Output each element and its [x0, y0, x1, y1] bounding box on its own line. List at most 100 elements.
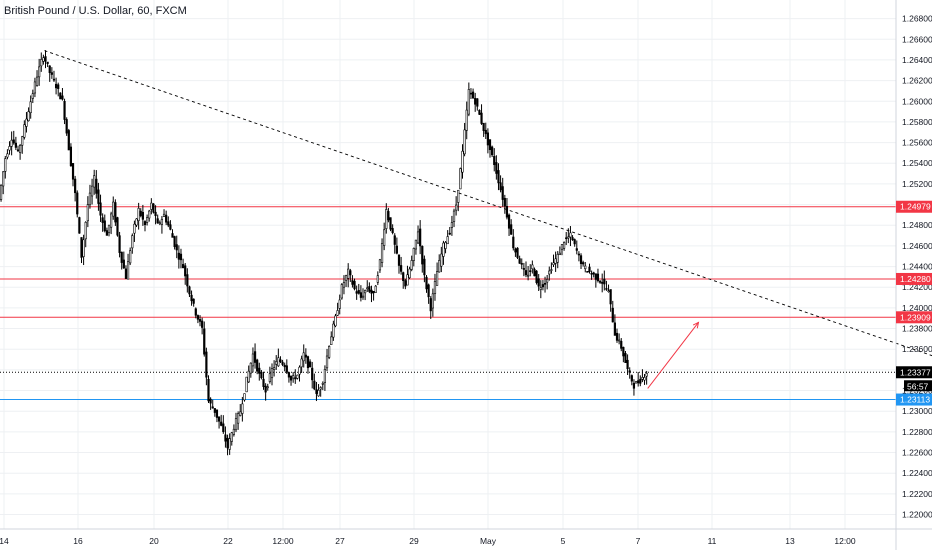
- y-tick-label: 1.24800: [902, 220, 932, 230]
- y-tick-label: 1.24400: [902, 262, 932, 272]
- candle-body: [78, 217, 81, 234]
- candle-body: [74, 178, 77, 194]
- candle-body: [338, 299, 341, 309]
- level-label-bg: [896, 272, 932, 285]
- candle-body: [609, 289, 612, 305]
- candle-body: [279, 359, 282, 362]
- candle-body: [514, 248, 517, 253]
- candle-body: [65, 119, 68, 134]
- candle-body: [283, 364, 286, 368]
- countdown-bg: [904, 380, 932, 392]
- candle-body: [495, 162, 498, 174]
- candle-body: [46, 61, 49, 64]
- candle-body: [579, 255, 583, 264]
- candle-body: [493, 155, 496, 166]
- candle-body: [207, 378, 210, 402]
- candle-body: [61, 95, 64, 100]
- forecast-arrow[interactable]: [647, 322, 699, 389]
- y-tick-label: 1.25400: [902, 158, 932, 168]
- candle-body: [217, 416, 221, 422]
- candle-body: [539, 287, 542, 290]
- candle-body: [361, 295, 365, 298]
- y-tick-label: 1.22000: [902, 510, 932, 520]
- candle-body: [601, 281, 604, 284]
- x-tick-label: 7: [636, 536, 641, 546]
- candle-body: [175, 244, 178, 251]
- candle-body: [234, 418, 238, 431]
- candle-body: [421, 246, 424, 265]
- candle-body: [146, 217, 149, 223]
- candle-body: [40, 59, 43, 67]
- candle-body: [448, 232, 451, 235]
- candle-body: [118, 235, 121, 253]
- forecast-arrow-head: [692, 321, 700, 329]
- candle-body: [423, 258, 426, 276]
- candle-body: [488, 139, 492, 151]
- candle-body: [273, 367, 276, 370]
- candle-body: [632, 382, 636, 389]
- candle-body: [201, 320, 204, 328]
- candle-body: [42, 57, 45, 62]
- candle-body: [416, 231, 420, 244]
- candle-body: [38, 66, 41, 78]
- trend-line[interactable]: [44, 50, 932, 363]
- y-tick-label: 1.23000: [902, 406, 932, 416]
- candle-body: [484, 129, 487, 135]
- candle-body: [503, 197, 506, 207]
- candle-body: [588, 266, 591, 272]
- candle-body: [33, 81, 37, 94]
- candle-body: [35, 76, 39, 86]
- candle-body: [292, 375, 295, 379]
- candle-body: [230, 432, 233, 442]
- candle-body: [385, 209, 388, 229]
- candle-body: [241, 403, 244, 414]
- candle-body: [491, 146, 494, 156]
- candle-body: [67, 130, 70, 151]
- candle-body: [179, 253, 183, 261]
- candle-body: [192, 298, 195, 304]
- candle-body: [626, 359, 629, 370]
- y-tick-label: 1.26600: [902, 34, 932, 44]
- candle-body: [304, 354, 307, 358]
- candle-body: [190, 294, 193, 302]
- candle-body: [463, 129, 466, 155]
- candle-body: [546, 279, 549, 283]
- candle-body: [340, 284, 343, 299]
- candle-body: [133, 223, 136, 234]
- candle-body: [129, 250, 132, 264]
- candle-body: [592, 272, 595, 275]
- candle-body: [641, 377, 644, 380]
- candle-body: [181, 264, 185, 269]
- candle-body: [446, 236, 449, 245]
- candle-body: [277, 357, 280, 367]
- candle-body: [370, 289, 373, 294]
- candle-body: [31, 93, 34, 99]
- y-tick-label: 1.22200: [902, 489, 932, 499]
- y-tick-label: 1.22400: [902, 468, 932, 478]
- candle-body: [380, 243, 384, 264]
- candle-body: [391, 228, 394, 234]
- candle-body: [143, 221, 147, 226]
- candle-body: [497, 170, 500, 184]
- candle-body: [93, 175, 96, 188]
- candle-body: [573, 239, 576, 245]
- candle-body: [88, 192, 92, 206]
- candle-body: [103, 220, 106, 232]
- candle-body: [349, 270, 352, 276]
- candle-body: [177, 252, 180, 260]
- candle-body: [584, 265, 587, 270]
- candle-body: [107, 224, 111, 234]
- candle-body: [347, 268, 350, 279]
- candle-body: [427, 284, 430, 298]
- candle-body: [529, 270, 532, 272]
- candle-body: [395, 245, 398, 254]
- candle-body: [342, 282, 346, 288]
- candle-body: [135, 218, 138, 226]
- candle-body: [27, 111, 30, 122]
- candle-body: [82, 239, 85, 257]
- candle-body: [281, 361, 284, 365]
- candle-body: [334, 315, 337, 327]
- candle-body: [173, 236, 176, 247]
